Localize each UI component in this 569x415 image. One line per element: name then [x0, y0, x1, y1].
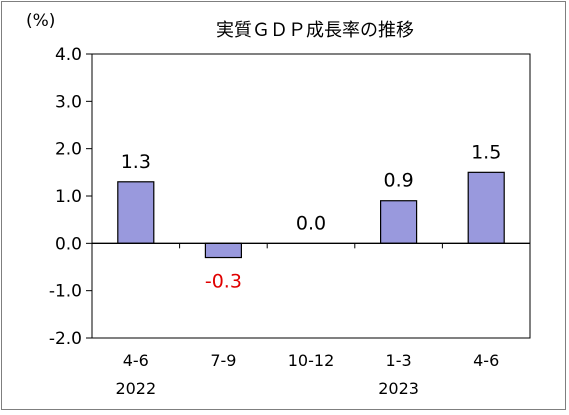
data-label: 0.0	[296, 212, 326, 234]
y-tick-label: 1.0	[55, 187, 82, 207]
data-label: 0.9	[383, 170, 413, 192]
bar	[467, 171, 505, 244]
plot-area	[91, 53, 531, 339]
bar	[204, 242, 242, 259]
bar	[380, 200, 418, 244]
x-tick-label: 10-12	[288, 351, 335, 370]
data-label: 1.5	[471, 141, 501, 163]
chart-frame: (%) 実質ＧＤＰ成長率の推移 4.0 3.0 2.0 1.0 0.0 -1.0 -2.0 …	[1, 1, 566, 410]
x-tick-label: 4-6	[123, 351, 149, 370]
y-tick-label: 4.0	[55, 45, 82, 65]
data-label: -0.3	[205, 271, 242, 293]
y-tick-label: -2.0	[49, 329, 82, 349]
y-tick-label: 3.0	[55, 92, 82, 112]
x-year-label: 2022	[115, 379, 156, 398]
x-year-label: 2023	[378, 379, 419, 398]
y-tick-label: 0.0	[55, 234, 82, 254]
bar	[117, 181, 155, 244]
x-tick-label: 1-3	[386, 351, 412, 370]
chart-title: 実質ＧＤＰ成長率の推移	[216, 20, 414, 41]
y-unit-label: (%)	[26, 11, 55, 31]
data-label: 1.3	[121, 151, 151, 173]
y-tick-label: 2.0	[55, 140, 82, 160]
y-tick-label: -1.0	[49, 282, 82, 302]
x-tick-label: 7-9	[210, 351, 236, 370]
x-tick-label: 4-6	[473, 351, 499, 370]
